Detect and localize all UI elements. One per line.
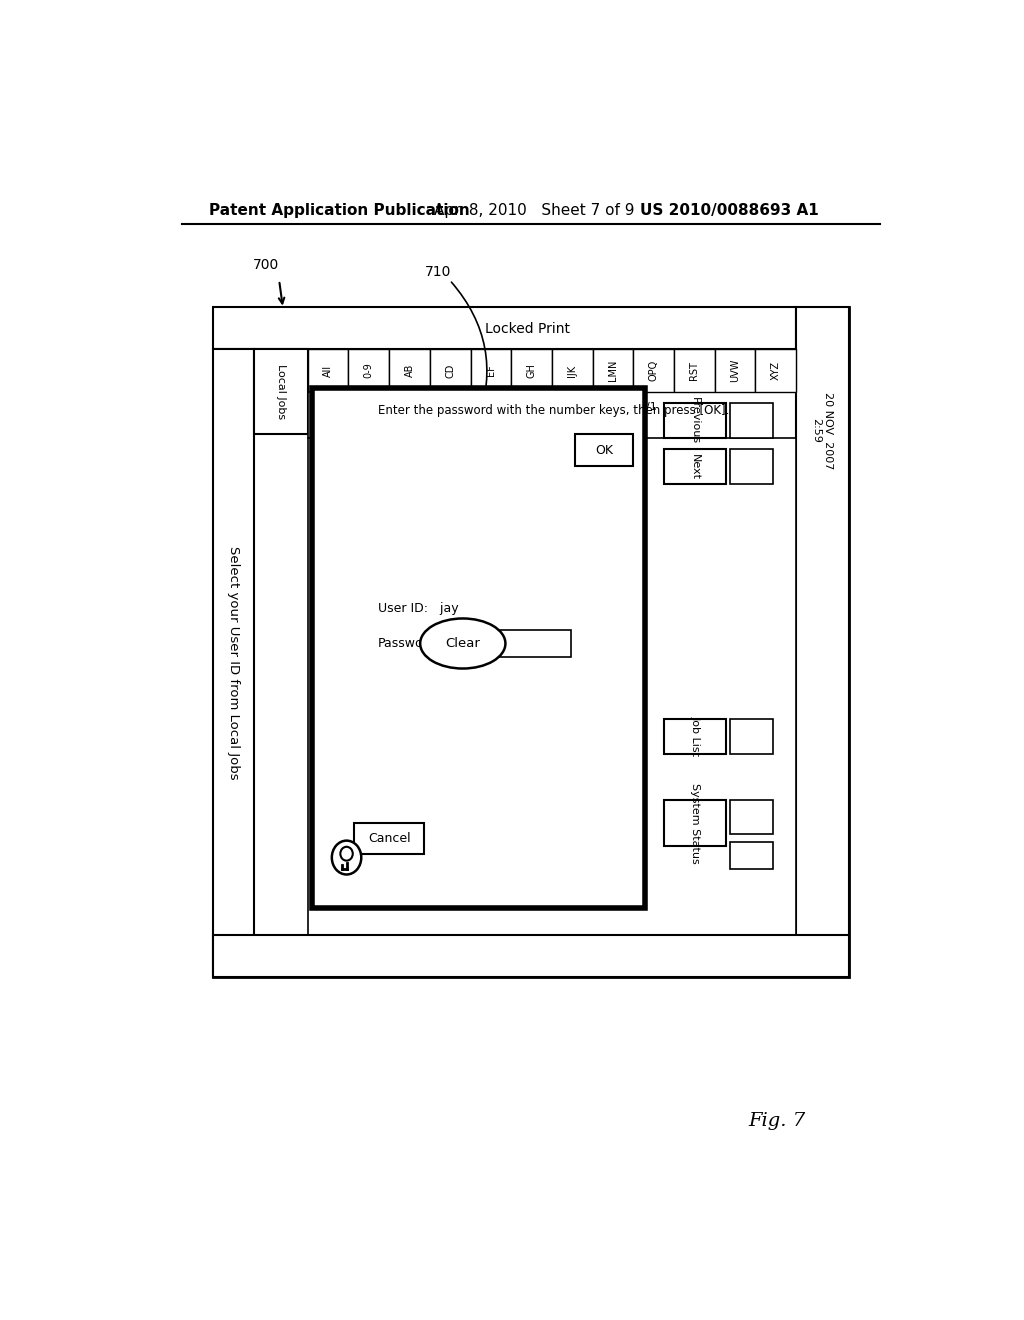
Bar: [665, 800, 726, 846]
Bar: [552, 350, 593, 392]
Text: Clear: Clear: [445, 638, 480, 649]
Ellipse shape: [340, 847, 352, 861]
Ellipse shape: [332, 841, 361, 875]
Text: 1/1: 1/1: [640, 403, 657, 412]
Text: 0-9: 0-9: [364, 363, 374, 379]
Text: Fig. 7: Fig. 7: [748, 1111, 805, 1130]
Bar: [715, 350, 756, 392]
Text: UVW: UVW: [730, 359, 740, 383]
Bar: [665, 449, 726, 484]
Text: Password:: Password:: [378, 638, 440, 649]
Text: OK: OK: [595, 444, 612, 457]
Bar: [633, 350, 674, 392]
Bar: [430, 350, 471, 392]
Bar: [665, 404, 726, 438]
Bar: [593, 350, 633, 392]
Text: Select your User ID from Local Jobs: Select your User ID from Local Jobs: [227, 546, 240, 780]
Text: Patent Application Publication: Patent Application Publication: [209, 203, 470, 218]
Text: System Status: System Status: [690, 783, 700, 863]
Text: Enter the password with the number keys, then press [OK].: Enter the password with the number keys,…: [378, 404, 729, 417]
Bar: [665, 719, 726, 754]
Text: EF: EF: [486, 364, 496, 376]
Text: Cancel: Cancel: [368, 832, 411, 845]
Bar: [308, 438, 796, 935]
Text: Previous: Previous: [690, 397, 700, 444]
Bar: [463, 630, 571, 656]
Bar: [674, 350, 715, 392]
Text: IJK: IJK: [567, 364, 578, 376]
Bar: [348, 350, 389, 392]
Text: 20 NOV  2007
2:59: 20 NOV 2007 2:59: [812, 392, 834, 469]
Bar: [730, 719, 773, 754]
Text: US 2010/0088693 A1: US 2010/0088693 A1: [640, 203, 818, 218]
Bar: [213, 308, 796, 350]
Text: OPQ: OPQ: [648, 360, 658, 381]
Text: Local Jobs: Local Jobs: [275, 364, 286, 420]
Text: 710: 710: [425, 265, 452, 280]
Text: jay: jay: [339, 408, 357, 421]
Text: User ID:   jay: User ID: jay: [378, 602, 458, 615]
Bar: [308, 392, 389, 438]
Bar: [254, 350, 308, 434]
Bar: [575, 434, 633, 466]
Bar: [389, 350, 430, 392]
Bar: [354, 822, 424, 854]
Text: LMN: LMN: [608, 360, 617, 381]
FancyArrowPatch shape: [452, 282, 487, 421]
Bar: [756, 350, 796, 392]
Bar: [311, 388, 645, 908]
Text: Locked Print: Locked Print: [485, 322, 570, 335]
Text: 700: 700: [253, 257, 280, 272]
Bar: [471, 350, 511, 392]
Bar: [213, 935, 849, 977]
Bar: [730, 404, 773, 438]
Bar: [308, 350, 348, 392]
Text: RST: RST: [689, 362, 699, 380]
Text: XYZ: XYZ: [771, 360, 780, 380]
Text: Next: Next: [690, 454, 700, 479]
Ellipse shape: [420, 619, 506, 668]
Bar: [730, 800, 773, 834]
Text: CD: CD: [445, 363, 456, 378]
Bar: [730, 449, 773, 484]
Bar: [213, 308, 849, 977]
Text: Apr. 8, 2010   Sheet 7 of 9: Apr. 8, 2010 Sheet 7 of 9: [434, 203, 635, 218]
Text: All: All: [324, 364, 333, 376]
Bar: [796, 308, 849, 977]
Text: GH: GH: [526, 363, 537, 378]
Text: Job List: Job List: [690, 717, 700, 756]
Bar: [730, 842, 773, 869]
Bar: [213, 350, 254, 977]
Text: AB: AB: [404, 364, 415, 378]
Bar: [511, 350, 552, 392]
